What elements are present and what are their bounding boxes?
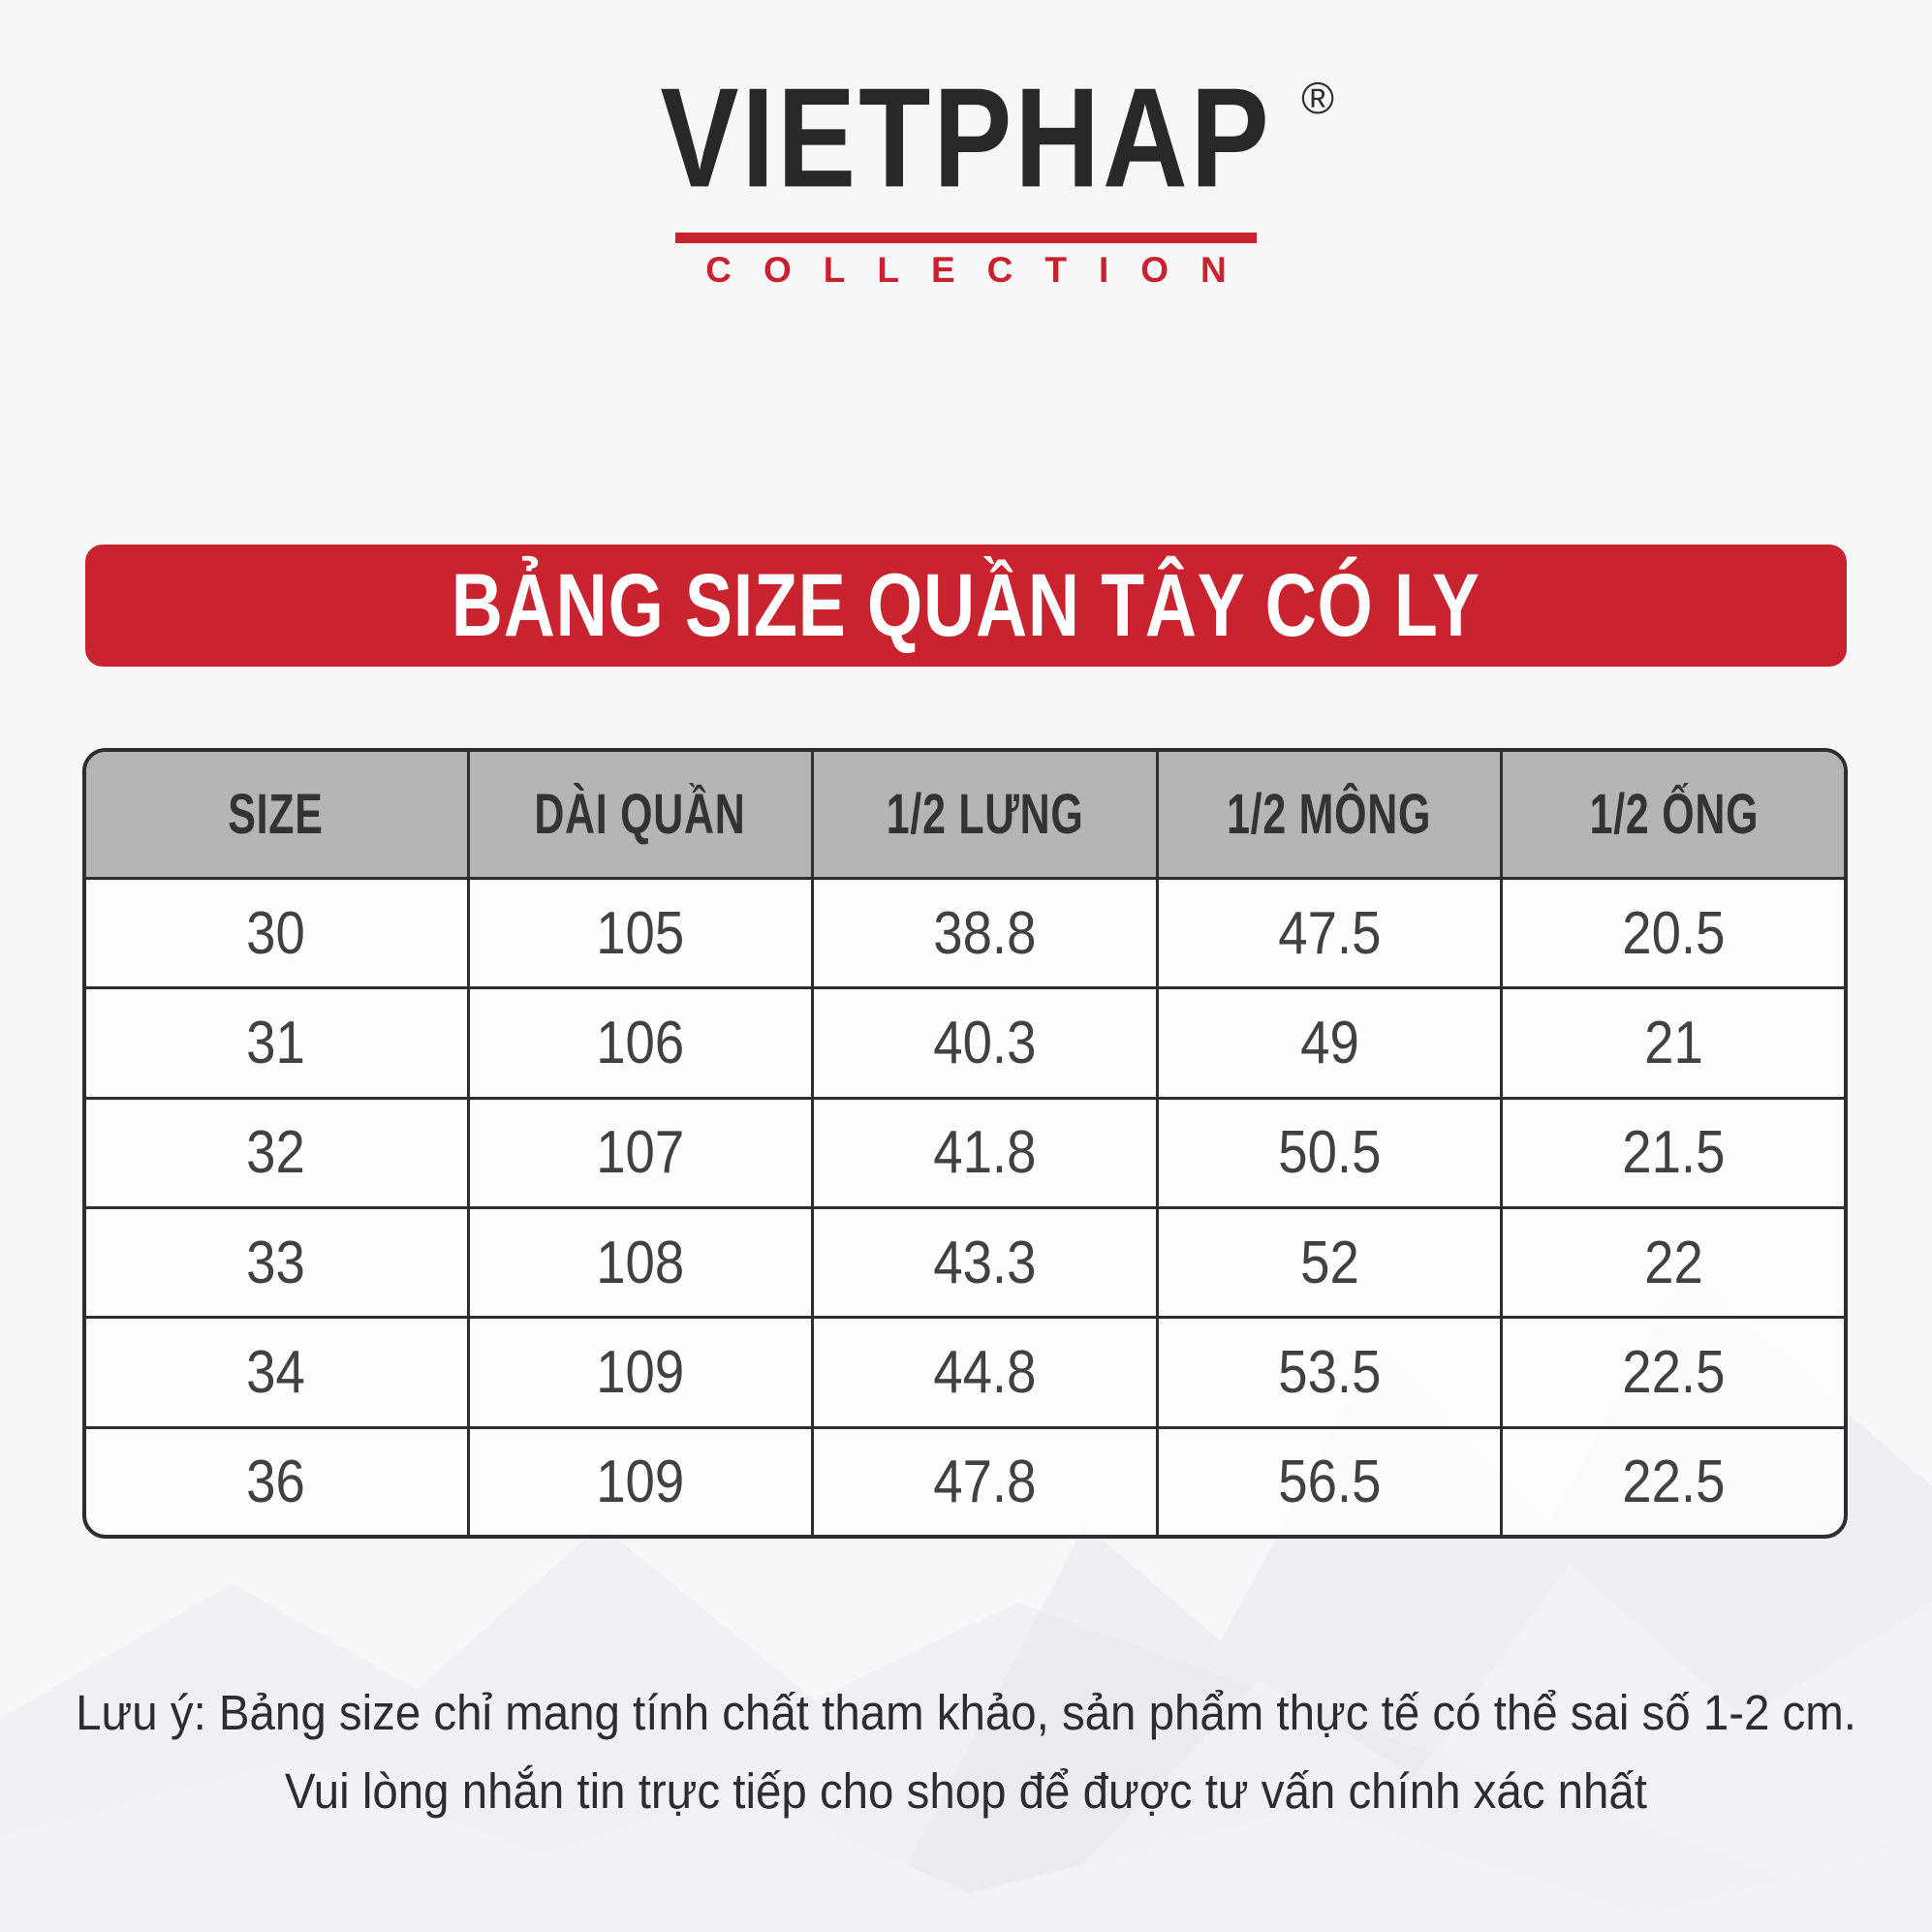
table-cell: 31: [86, 986, 470, 1100]
table-cell: 38.8: [811, 876, 1159, 990]
cell-value: 47.8: [933, 1449, 1037, 1516]
table-cell: 32: [86, 1096, 470, 1209]
cell-value: 44.8: [933, 1338, 1037, 1406]
table-cell: 22.5: [1500, 1316, 1844, 1429]
footnote: Lưu ý: Bảng size chỉ mang tính chất tham…: [0, 1674, 1932, 1830]
table-row: 32 107 41.8 50.5 21.5: [86, 1096, 1844, 1209]
cell-value: 38.8: [933, 899, 1037, 967]
cell-value: 20.5: [1622, 899, 1726, 967]
table-row: 31 106 40.3 49 21: [86, 986, 1844, 1100]
column-header-nua-ong: 1/2 ỐNG: [1500, 752, 1844, 880]
table-cell: 49: [1155, 986, 1504, 1100]
cell-value: 21.5: [1622, 1119, 1726, 1187]
cell-value: 56.5: [1277, 1449, 1382, 1516]
table-cell: 34: [86, 1316, 470, 1429]
cell-value: 47.5: [1277, 899, 1382, 967]
size-table: SIZE DÀI QUẦN 1/2 LƯNG 1/2 MÔNG 1/2 ỐNG …: [86, 752, 1844, 1535]
table-row: 33 108 43.3 52 22: [86, 1205, 1844, 1320]
table-cell: 33: [86, 1205, 470, 1320]
table-cell: 106: [466, 986, 815, 1100]
table-row: 34 109 44.8 53.5 22.5: [86, 1316, 1844, 1429]
table-cell: 21.5: [1500, 1096, 1844, 1209]
cell-value: 49: [1299, 1009, 1359, 1076]
title-banner: BẢNG SIZE QUẦN TÂY CÓ LY: [85, 545, 1847, 667]
cell-value: 107: [596, 1119, 685, 1187]
table-cell: 30: [86, 876, 470, 990]
column-header-nua-mong: 1/2 MÔNG: [1155, 752, 1504, 880]
table-cell: 40.3: [811, 986, 1159, 1100]
table-cell: 105: [466, 876, 815, 990]
table-cell: 22.5: [1500, 1425, 1844, 1535]
table-cell: 52: [1155, 1205, 1504, 1320]
cell-value: 22: [1644, 1229, 1704, 1296]
footnote-line-2: Vui lòng nhắn tin trực tiếp cho shop để …: [284, 1762, 1648, 1819]
cell-value: 36: [246, 1449, 306, 1516]
cell-value: 22.5: [1622, 1449, 1726, 1516]
cell-value: 31: [246, 1009, 306, 1076]
cell-value: 32: [246, 1119, 306, 1187]
cell-value: 41.8: [933, 1119, 1037, 1187]
cell-value: 34: [246, 1338, 306, 1406]
table-cell: 36: [86, 1425, 470, 1535]
brand-logo: VIETPHAP ®: [0, 68, 1932, 209]
cell-value: 33: [246, 1229, 306, 1296]
table-cell: 22: [1500, 1205, 1844, 1320]
cell-value: 50.5: [1277, 1119, 1382, 1187]
table-cell: 20.5: [1500, 876, 1844, 990]
cell-value: 30: [246, 899, 306, 967]
table-cell: 56.5: [1155, 1425, 1504, 1535]
column-header-label: 1/2 MÔNG: [1227, 782, 1432, 846]
logo-underline-divider: [675, 233, 1257, 243]
table-row: 36 109 47.8 56.5 22.5: [86, 1425, 1844, 1535]
table-cell: 109: [466, 1316, 815, 1429]
cell-value: 105: [596, 899, 685, 967]
cell-value: 40.3: [933, 1009, 1037, 1076]
table-cell: 44.8: [811, 1316, 1159, 1429]
cell-value: 52: [1299, 1229, 1359, 1296]
cell-value: 53.5: [1277, 1338, 1382, 1406]
collection-label: COLLECTION: [705, 250, 1259, 290]
column-header-nua-lung: 1/2 LƯNG: [811, 752, 1159, 880]
table-cell: 21: [1500, 986, 1844, 1100]
cell-value: 22.5: [1622, 1338, 1726, 1406]
table-row: 30 105 38.8 47.5 20.5: [86, 876, 1844, 990]
table-cell: 53.5: [1155, 1316, 1504, 1429]
column-header-dai-quan: DÀI QUẦN: [466, 752, 815, 880]
size-table-container: SIZE DÀI QUẦN 1/2 LƯNG 1/2 MÔNG 1/2 ỐNG …: [82, 748, 1848, 1539]
brand-logo-text: VIETPHAP: [660, 59, 1272, 218]
table-cell: 47.8: [811, 1425, 1159, 1535]
registered-trademark-icon: ®: [1301, 73, 1335, 123]
column-header-label: SIZE: [228, 782, 324, 846]
column-header-size: SIZE: [86, 752, 470, 880]
table-cell: 107: [466, 1096, 815, 1209]
column-header-label: 1/2 ỐNG: [1589, 782, 1759, 846]
table-cell: 109: [466, 1425, 815, 1535]
cell-value: 109: [596, 1449, 685, 1516]
cell-value: 108: [596, 1229, 685, 1296]
cell-value: 43.3: [933, 1229, 1037, 1296]
cell-value: 21: [1644, 1009, 1704, 1076]
cell-value: 109: [596, 1338, 685, 1406]
table-header-row: SIZE DÀI QUẦN 1/2 LƯNG 1/2 MÔNG 1/2 ỐNG: [86, 752, 1844, 880]
column-header-label: DÀI QUẦN: [534, 782, 746, 846]
table-cell: 47.5: [1155, 876, 1504, 990]
footnote-line-1: Lưu ý: Bảng size chỉ mang tính chất tham…: [76, 1685, 1856, 1740]
table-cell: 108: [466, 1205, 815, 1320]
cell-value: 106: [596, 1009, 685, 1076]
table-cell: 50.5: [1155, 1096, 1504, 1209]
page-title: BẢNG SIZE QUẦN TÂY CÓ LY: [452, 555, 1480, 655]
column-header-label: 1/2 LƯNG: [886, 782, 1084, 846]
table-cell: 43.3: [811, 1205, 1159, 1320]
table-cell: 41.8: [811, 1096, 1159, 1209]
